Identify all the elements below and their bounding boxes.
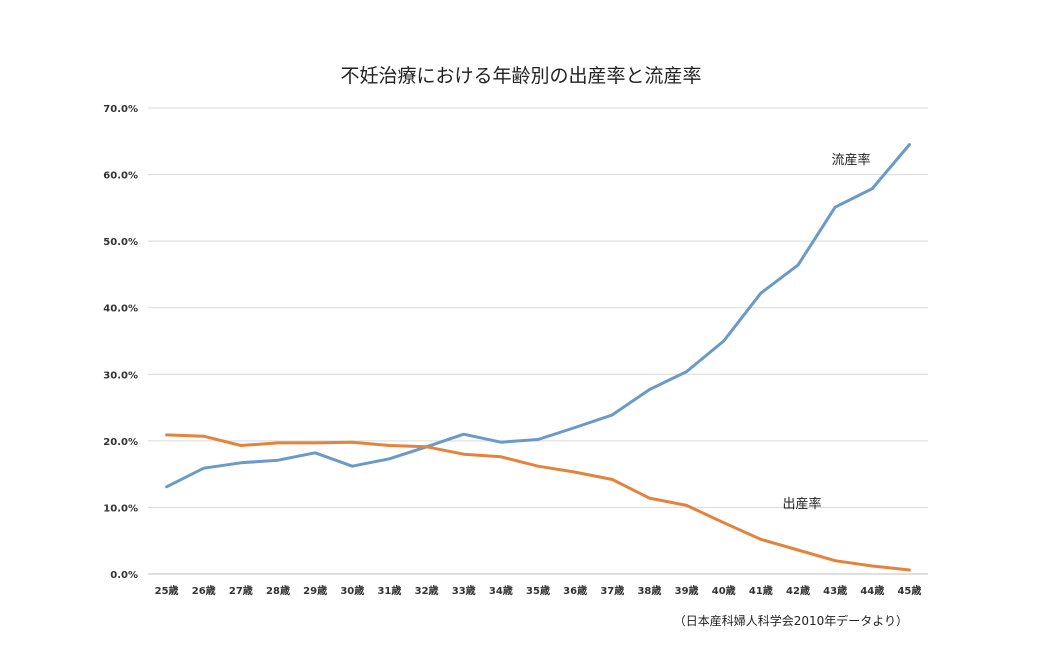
y-tick-label: 50.0%	[103, 237, 138, 248]
chart-title: 不妊治療における年齢別の出産率と流産率	[340, 65, 701, 87]
x-tick-label: 45歳	[897, 584, 921, 597]
data-point	[388, 445, 390, 447]
data-point	[686, 371, 688, 373]
data-point	[351, 441, 353, 443]
y-tick-label: 70.0%	[103, 104, 138, 115]
data-point	[574, 471, 576, 473]
data-point	[240, 445, 242, 447]
x-tick-label: 36歳	[563, 584, 587, 597]
x-tick-label: 25歳	[155, 584, 179, 597]
data-point	[908, 569, 910, 571]
data-point	[611, 478, 613, 480]
data-point	[834, 560, 836, 562]
x-tick-label: 32歳	[415, 584, 439, 597]
data-point	[797, 549, 799, 551]
data-point	[314, 442, 316, 444]
data-point	[834, 206, 836, 208]
x-tick-label: 30歳	[340, 584, 364, 597]
data-point	[686, 504, 688, 506]
data-point	[797, 264, 799, 266]
x-tick-label: 37歳	[600, 584, 624, 597]
y-tick-label: 40.0%	[103, 304, 138, 315]
data-point	[426, 446, 428, 448]
data-point	[908, 144, 910, 146]
y-tick-label: 60.0%	[103, 171, 138, 182]
series-lines	[165, 143, 911, 572]
data-point	[388, 458, 390, 460]
data-point	[871, 188, 873, 190]
x-tick-label: 42歳	[786, 584, 810, 597]
data-point	[314, 452, 316, 454]
x-tick-label: 41歳	[749, 584, 773, 597]
data-point	[463, 453, 465, 455]
y-tick-label: 10.0%	[103, 503, 138, 514]
y-axis-ticks: 0.0% 10.0% 20.0% 30.0% 40.0% 50.0% 60.0% 70.0%	[103, 104, 138, 581]
series-label-birth: 出産率	[782, 496, 821, 512]
data-point	[648, 389, 650, 391]
x-tick-label: 39歳	[675, 584, 699, 597]
series-line-miscarriage	[165, 143, 911, 489]
x-tick-label: 33歳	[452, 584, 476, 597]
data-point	[760, 538, 762, 540]
x-axis-ticks: 25歳 26歳 27歳 28歳 29歳 30歳 31歳 32歳 33歳 34歳 35歳 36歳 37歳 3…	[155, 584, 922, 597]
data-point	[723, 522, 725, 524]
data-point	[500, 441, 502, 443]
data-point	[537, 465, 539, 467]
x-tick-label: 34歳	[489, 584, 513, 597]
data-point	[723, 340, 725, 342]
data-point	[277, 442, 279, 444]
data-point	[871, 565, 873, 567]
data-point	[648, 497, 650, 499]
data-point	[277, 459, 279, 461]
x-tick-label: 26歳	[192, 584, 216, 597]
x-tick-label: 44歳	[860, 584, 884, 597]
x-tick-label: 43歳	[823, 584, 847, 597]
data-point	[166, 434, 168, 436]
y-tick-label: 20.0%	[103, 437, 138, 448]
x-tick-label: 29歳	[303, 584, 327, 597]
data-point	[203, 435, 205, 437]
data-point	[500, 456, 502, 458]
x-tick-label: 40歳	[712, 584, 736, 597]
y-tick-label: 0.0%	[110, 570, 138, 581]
x-tick-label: 31歳	[377, 584, 401, 597]
data-point	[760, 292, 762, 294]
x-tick-label: 27歳	[229, 584, 253, 597]
x-tick-label: 28歳	[266, 584, 290, 597]
data-point	[240, 462, 242, 464]
data-point	[166, 486, 168, 488]
x-tick-label: 38歳	[637, 584, 661, 597]
y-tick-label: 30.0%	[103, 370, 138, 381]
data-point	[351, 465, 353, 467]
data-point	[537, 439, 539, 441]
series-label-miscarriage: 流産率	[831, 152, 870, 168]
data-point	[463, 433, 465, 435]
x-tick-label: 35歳	[526, 584, 550, 597]
data-point	[574, 427, 576, 429]
data-point	[203, 467, 205, 469]
data-point	[611, 414, 613, 416]
source-note: （日本産科婦人科学会2010年データより）	[674, 613, 908, 628]
